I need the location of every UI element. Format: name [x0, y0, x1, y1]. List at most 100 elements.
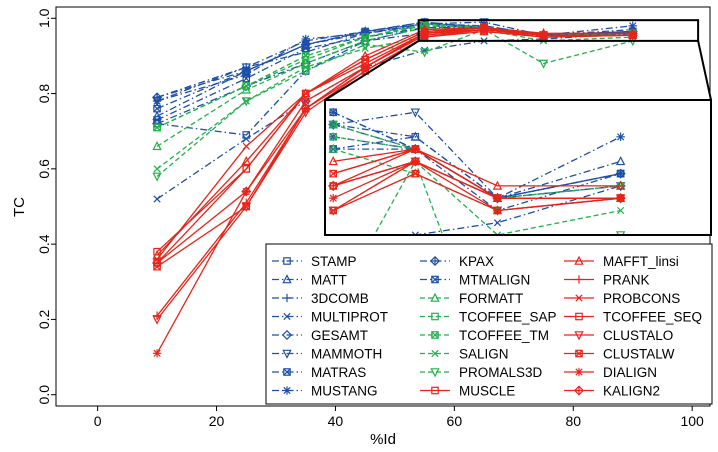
inset-data-point	[329, 169, 338, 178]
data-point	[152, 140, 162, 151]
zoom-source-box	[417, 19, 700, 42]
legend-item-tcoffee-sap: TCOFFEE_SAP	[420, 310, 557, 325]
x-tick-label: 80	[565, 413, 581, 429]
data-point	[152, 315, 162, 325]
legend-item-kpax: KPAX	[420, 254, 494, 269]
data-point	[241, 97, 251, 107]
legend-item-tcoffee-seq: TCOFFEE_SEQ	[564, 310, 702, 325]
data-point	[241, 156, 251, 166]
y-tick-label: 1.0	[36, 8, 52, 28]
inset-data-point	[493, 219, 502, 227]
series-line	[157, 25, 633, 136]
data-point	[479, 22, 490, 33]
inset-data-point	[615, 193, 626, 204]
y-tick-label: 0.0	[36, 385, 52, 405]
legend-marker	[574, 367, 584, 377]
inset-series-kalign2	[328, 144, 626, 204]
data-point	[419, 48, 430, 58]
legend-label: MTMALIGN	[459, 273, 530, 288]
inset-series-line	[332, 148, 621, 199]
x-axis-label: %Id	[370, 431, 396, 448]
inset-data-point	[329, 133, 338, 141]
data-point	[242, 67, 251, 75]
legend-marker	[431, 275, 439, 284]
series-line	[156, 23, 633, 129]
legend-box	[265, 243, 713, 405]
legend-marker	[281, 329, 293, 341]
x-tick-label: 0	[94, 413, 102, 429]
series-line	[156, 30, 633, 268]
legend-marker	[430, 292, 440, 302]
zoom-connector	[324, 19, 712, 101]
legend-label: KPAX	[459, 254, 494, 269]
legend-marker	[282, 293, 292, 303]
inset-data-point	[328, 156, 338, 166]
inset-data-point	[492, 193, 503, 204]
legend-item-mammoth: MAMMOTH	[272, 347, 382, 362]
data-point	[153, 104, 161, 113]
legend-label: MAMMOTH	[311, 347, 382, 362]
inset-data-point	[411, 231, 419, 235]
inset-data-point	[616, 169, 625, 178]
y-axis-label: TC	[11, 197, 28, 217]
legend-item-kalign2: KALIGN2	[564, 384, 660, 399]
legend-item-mtmalign: MTMALIGN	[420, 273, 530, 288]
legend-marker	[429, 255, 441, 267]
zoom-connector-right	[697, 40, 712, 101]
data-point	[153, 165, 161, 173]
legend-marker	[573, 385, 585, 396]
inset-data-point	[493, 206, 502, 215]
legend-marker	[431, 331, 439, 339]
legend-item-clustalw: CLUSTALW	[564, 347, 675, 362]
legend-label: STAMP	[311, 254, 357, 269]
inset-data-point	[329, 193, 338, 203]
y-tick-label: 0.6	[36, 159, 52, 179]
data-point	[152, 257, 163, 269]
data-point	[301, 40, 310, 49]
data-point	[479, 18, 489, 28]
legend-marker	[575, 349, 583, 358]
data-point	[300, 96, 311, 107]
series-line	[156, 27, 633, 264]
legend-label: PROBCONS	[603, 291, 680, 306]
data-point	[242, 135, 250, 143]
legend-marker	[574, 275, 584, 284]
legend-label: CLUSTALO	[603, 328, 673, 343]
inset-data-point	[328, 143, 338, 153]
legend-label: SALIGN	[459, 347, 509, 362]
y-tick-label: 0.4	[36, 234, 52, 254]
legend-label: PROMALS3D	[459, 365, 543, 380]
legend-label: DIALIGN	[603, 365, 657, 380]
inset-data-point	[410, 131, 421, 141]
legend-label: KALIGN2	[603, 384, 660, 399]
data-point	[152, 172, 162, 182]
series-kalign2	[152, 22, 638, 269]
legend-item-mafft-linsi: MAFFT_linsi	[564, 254, 679, 269]
legend-marker	[431, 386, 439, 395]
inset-series-line	[333, 148, 621, 187]
legend-marker	[282, 274, 292, 284]
data-point	[361, 33, 369, 41]
series-line	[156, 25, 633, 102]
legend-label: MUSTANG	[311, 384, 378, 399]
axes: 0 20 40 60 80 100 0.0 0.2 0.4 0.6 0.8 1.0	[36, 6, 711, 429]
data-point	[242, 202, 251, 211]
legend-item-promals3d: PROMALS3D	[420, 365, 543, 380]
legend-label: FORMATT	[459, 291, 523, 306]
data-point	[538, 59, 549, 69]
inset-data-point	[492, 180, 503, 190]
legend-marker	[574, 331, 584, 341]
data-point	[153, 116, 161, 124]
inset-data-point	[617, 206, 625, 215]
legend-marker	[575, 294, 583, 302]
legend-item-clustalo: CLUSTALO	[564, 328, 673, 343]
inset-series-line	[333, 123, 621, 199]
series-line	[156, 27, 633, 256]
legend-item-matras: MATRAS	[272, 365, 366, 380]
zoom-connector-left	[324, 40, 420, 101]
legend-marker	[430, 368, 440, 378]
legend-marker	[574, 255, 584, 265]
legend-label: MAFFT_linsi	[603, 254, 679, 269]
inset-background	[325, 100, 711, 235]
data-point	[301, 52, 310, 60]
